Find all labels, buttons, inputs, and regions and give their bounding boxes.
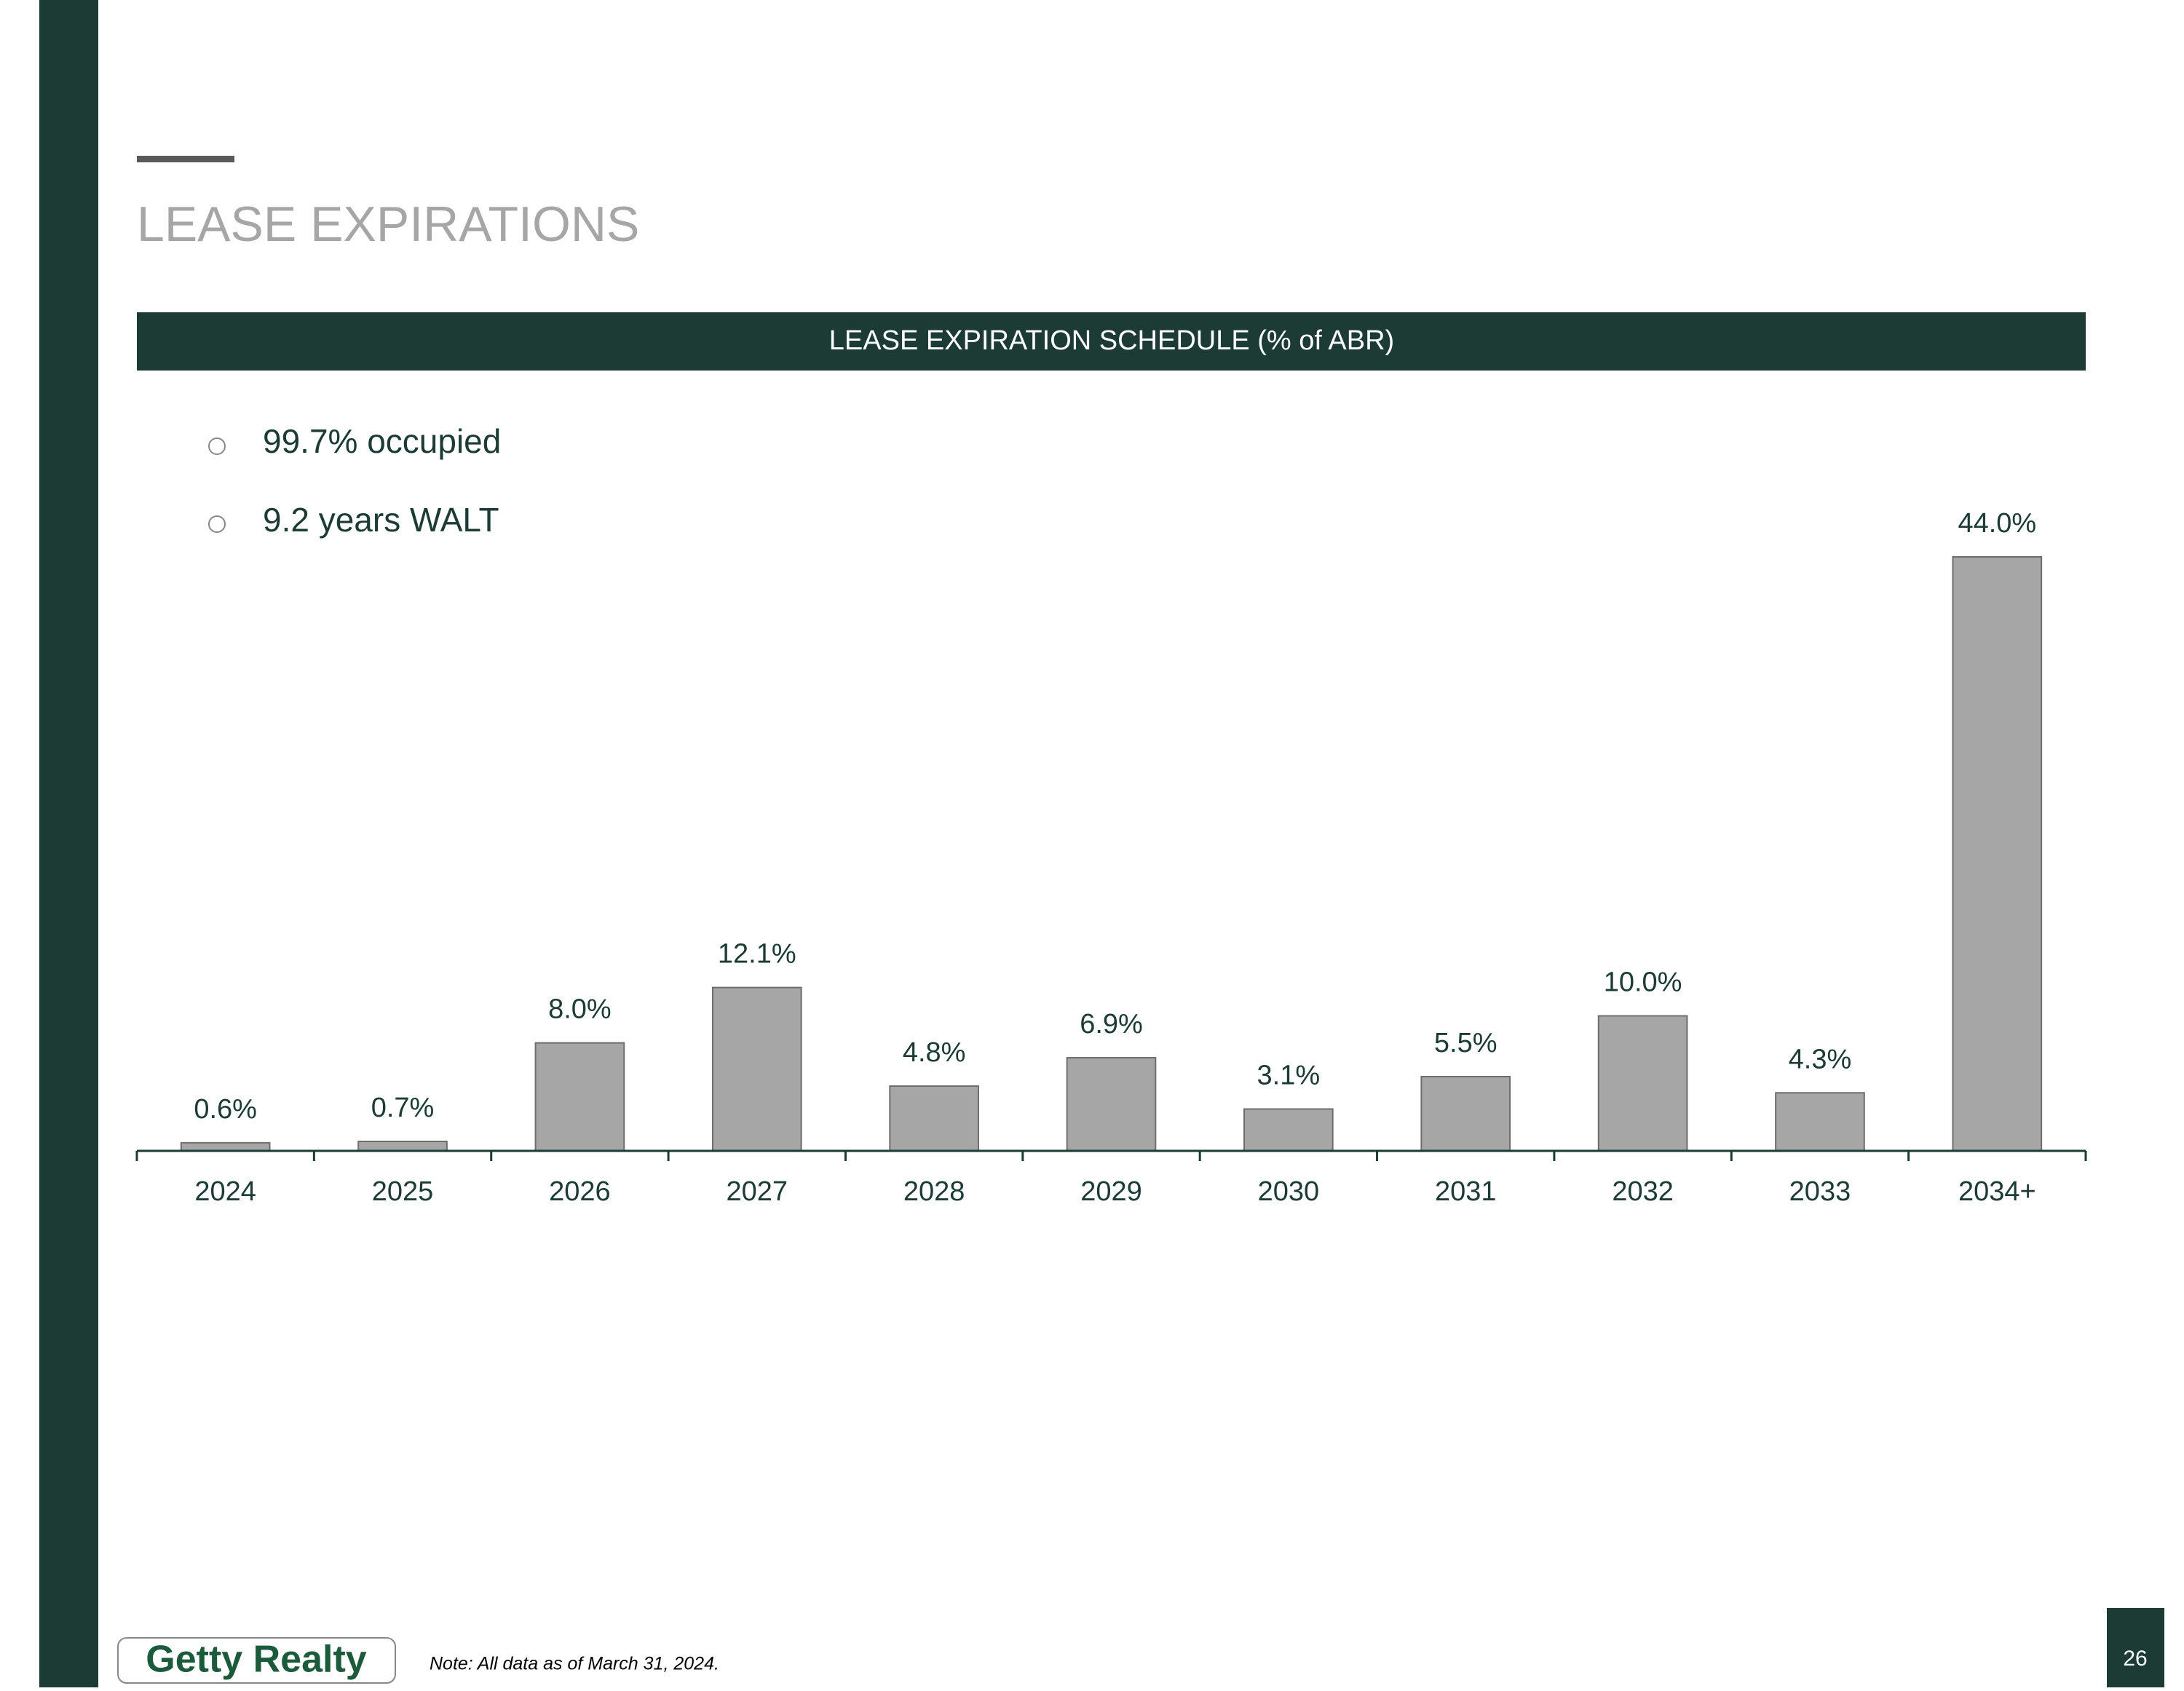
bar	[889, 1085, 979, 1152]
bar	[534, 1042, 625, 1152]
x-tick-label: 2028	[903, 1176, 965, 1207]
x-tick-label: 2033	[1789, 1176, 1851, 1207]
bullet-icon	[208, 515, 226, 533]
bullet-text: 99.7% occupied	[263, 422, 501, 460]
data-label: 5.5%	[1434, 1028, 1497, 1058]
x-tick-label: 2026	[549, 1176, 611, 1207]
bar	[1066, 1057, 1157, 1152]
chart-title: LEASE EXPIRATION SCHEDULE (% of ABR)	[829, 325, 1394, 356]
logo-box	[117, 1637, 396, 1684]
x-tick-label: 2027	[726, 1176, 788, 1207]
data-label: 0.6%	[194, 1094, 257, 1125]
bar	[357, 1141, 448, 1152]
x-tick-label: 2024	[194, 1176, 256, 1207]
footnote: Note: All data as of March 31, 2024.	[430, 1654, 719, 1674]
data-label: 0.7%	[371, 1093, 435, 1123]
page-number-box	[2107, 1608, 2164, 1687]
bar	[1597, 1015, 1688, 1152]
bar	[711, 986, 802, 1152]
data-label: 8.0%	[548, 994, 612, 1025]
x-tick-label: 2031	[1435, 1176, 1497, 1207]
page-number: 26	[2123, 1647, 2147, 1671]
bullet-icon	[208, 437, 226, 455]
x-tick-label: 2032	[1612, 1176, 1674, 1207]
title-rule	[137, 156, 234, 162]
data-label: 4.8%	[903, 1037, 966, 1068]
side-bar	[39, 0, 98, 1687]
logo: Getty Realty	[146, 1639, 367, 1681]
slide-title: LEASE EXPIRATIONS	[137, 197, 639, 252]
data-label: 10.0%	[1604, 967, 1682, 998]
bar	[1775, 1092, 1865, 1152]
bar	[1420, 1076, 1511, 1152]
data-label: 6.9%	[1080, 1009, 1143, 1039]
bar	[1243, 1108, 1334, 1152]
bar	[1952, 556, 2043, 1152]
data-label: 4.3%	[1789, 1044, 1852, 1074]
data-label: 3.1%	[1257, 1061, 1321, 1091]
x-tick-label: 2025	[372, 1176, 434, 1207]
bar	[180, 1141, 271, 1152]
x-tick-label: 2030	[1258, 1176, 1320, 1207]
bullet-text: 9.2 years WALT	[263, 501, 499, 539]
data-label: 12.1%	[718, 939, 796, 970]
x-tick-label: 2029	[1080, 1176, 1142, 1207]
x-tick-label: 2034+	[1958, 1176, 2036, 1207]
data-label: 44.0%	[1958, 508, 2036, 539]
chart-header	[137, 312, 2086, 371]
